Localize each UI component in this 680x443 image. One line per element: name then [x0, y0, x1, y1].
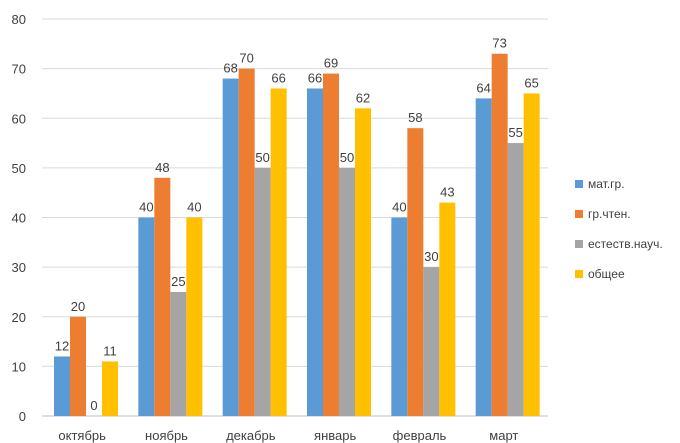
legend-swatch: [575, 210, 583, 218]
bar: [475, 98, 492, 417]
data-label: 62: [356, 90, 370, 105]
data-label: 70: [239, 51, 253, 66]
data-label: 43: [440, 185, 454, 200]
bar: [355, 108, 371, 416]
legend-label: естеств.науч.: [588, 237, 663, 251]
data-label: 66: [308, 70, 322, 85]
y-tick-label: 10: [12, 359, 26, 374]
legend-swatch: [575, 180, 583, 188]
x-tick-label: декабрь: [226, 428, 276, 443]
data-label: 66: [271, 70, 285, 85]
bar: [70, 316, 86, 416]
bar: [222, 78, 239, 417]
data-label: 40: [139, 200, 153, 215]
data-label: 73: [492, 36, 506, 51]
y-tick-label: 20: [12, 310, 26, 325]
bar: [323, 73, 339, 417]
gridlines: [42, 18, 548, 417]
bar: [238, 68, 255, 416]
legend-label: гр.чтен.: [588, 207, 631, 221]
x-tick-label: март: [489, 428, 518, 443]
y-tick-label: 60: [12, 111, 26, 126]
y-tick-label: 70: [12, 62, 26, 77]
bar: [339, 167, 355, 416]
bar: [138, 217, 155, 416]
data-label: 40: [187, 200, 201, 215]
legend-swatch: [575, 270, 583, 278]
data-label: 25: [171, 274, 185, 289]
data-label: 11: [103, 343, 117, 358]
x-tick-label: январь: [314, 428, 356, 443]
bar: [507, 143, 524, 416]
data-label: 68: [223, 61, 237, 76]
data-label: 50: [340, 150, 354, 165]
bar: [407, 128, 424, 417]
data-label: 40: [392, 200, 406, 215]
y-tick-label: 50: [12, 161, 26, 176]
bar: [154, 177, 171, 416]
y-tick-label: 30: [12, 260, 26, 275]
bar: [423, 267, 440, 416]
legend: мат.гр. гр.чтен. естеств.науч. общее: [575, 177, 663, 281]
y-tick-label: 40: [12, 211, 26, 226]
bar: [170, 291, 187, 416]
bar: [523, 93, 540, 416]
bar: [491, 53, 508, 417]
legend-label: мат.гр.: [588, 177, 625, 191]
x-tick-label: октябрь: [58, 428, 106, 443]
data-label: 50: [255, 150, 269, 165]
bar: [439, 202, 456, 416]
y-tick-label: 0: [19, 409, 26, 424]
data-label: 0: [90, 398, 97, 413]
bar: [254, 167, 271, 416]
data-label: 30: [424, 249, 438, 264]
y-tick-label: 80: [12, 12, 26, 27]
bar: [54, 356, 70, 416]
data-label: 64: [476, 80, 490, 95]
x-tick-label: ноябрь: [145, 428, 188, 443]
legend-swatch: [575, 240, 583, 248]
bar: [102, 361, 118, 416]
data-label: 12: [55, 338, 69, 353]
x-axis: октябрь ноябрь декабрь январь февраль март: [58, 428, 518, 443]
data-label: 58: [408, 110, 422, 125]
data-label: 55: [508, 125, 522, 140]
y-axis: 0 10 20 30 40 50 60 70 80: [12, 12, 26, 424]
bar: [186, 217, 203, 416]
data-label: 48: [155, 160, 169, 175]
bar: [307, 88, 323, 416]
data-label: 20: [71, 299, 85, 314]
bar: [391, 217, 408, 416]
legend-label: общее: [588, 267, 625, 281]
bar: [270, 88, 287, 416]
data-label: 69: [324, 56, 338, 71]
data-label: 65: [524, 75, 538, 90]
x-tick-label: февраль: [393, 428, 447, 443]
